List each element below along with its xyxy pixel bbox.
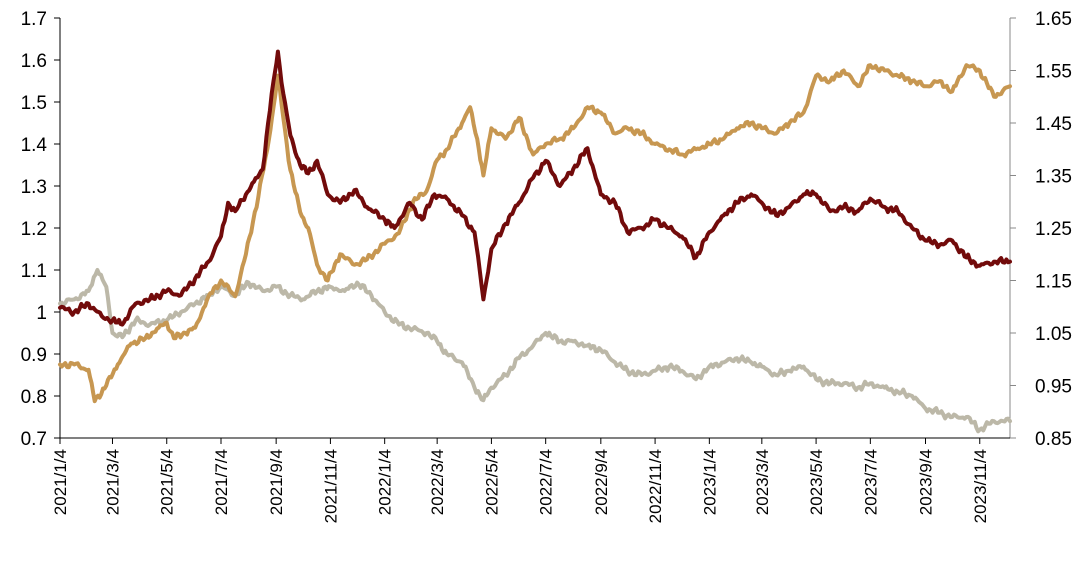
x-tick-label: 2022/1/4 — [376, 449, 395, 515]
right-tick-label: 1.15 — [1035, 272, 1072, 293]
x-tick-label: 2021/5/4 — [158, 449, 177, 515]
x-tick-label: 2023/7/4 — [861, 449, 880, 515]
left-tick-label: 1.6 — [21, 51, 47, 72]
series-line-1 — [58, 49, 1012, 327]
series-line-3 — [58, 268, 1012, 434]
x-axis: 2021/1/4 2021/3/4 2021/5/4 2021/7/4 2021/9/4… — [51, 437, 1010, 523]
x-tick-label: 2022/7/4 — [537, 449, 556, 515]
right-y-axis: 0.85 0.95 1.05 1.15 1.25 1.35 1.45 1.55 1.65 — [1009, 9, 1072, 450]
x-tick-label: 2023/5/4 — [807, 449, 826, 515]
x-tick-label: 2023/11/4 — [971, 449, 990, 523]
right-tick-label: 1.45 — [1035, 114, 1072, 135]
right-tick-label: 1.65 — [1035, 9, 1072, 30]
left-tick-label: 1.5 — [21, 93, 47, 114]
left-tick-label: 0.9 — [21, 345, 47, 366]
left-tick-label: 1.3 — [21, 177, 47, 198]
right-tick-label: 1.35 — [1035, 167, 1072, 188]
x-tick-label: 2021/3/4 — [103, 449, 122, 515]
x-tick-label: 2022/11/4 — [646, 449, 665, 523]
series-layer — [58, 49, 1012, 434]
x-tick-label: 2023/3/4 — [753, 449, 772, 515]
x-tick-label: 2022/5/4 — [482, 449, 501, 515]
left-tick-label: 1 — [36, 303, 47, 324]
x-tick-label: 2023/1/4 — [700, 449, 719, 515]
x-tick-label: 2021/7/4 — [212, 449, 231, 515]
x-tick-label: 2021/9/4 — [267, 449, 286, 515]
left-y-axis: 0.7 0.8 0.9 1 1.1 1.2 1.3 1.4 1.5 1.6 1.7 — [21, 9, 61, 450]
left-tick-label: 1.7 — [21, 9, 47, 30]
x-tick-label: 2023/9/4 — [916, 449, 935, 515]
left-tick-label: 0.8 — [21, 387, 47, 408]
right-tick-label: 0.95 — [1035, 377, 1072, 398]
series-line-2 — [58, 63, 1012, 404]
x-tick-label: 2021/1/4 — [51, 449, 70, 515]
left-tick-label: 1.2 — [21, 219, 47, 240]
right-tick-label: 1.25 — [1035, 219, 1072, 240]
x-tick-label: 2022/3/4 — [428, 449, 447, 515]
x-tick-label: 2021/11/4 — [321, 449, 340, 523]
right-tick-label: 1.05 — [1035, 324, 1072, 345]
right-tick-label: 1.55 — [1035, 62, 1072, 83]
right-tick-label: 0.85 — [1035, 429, 1072, 450]
left-tick-label: 1.1 — [21, 261, 47, 282]
left-tick-label: 0.7 — [21, 429, 47, 450]
left-tick-label: 1.4 — [21, 135, 48, 156]
x-tick-label: 2022/9/4 — [592, 449, 611, 515]
